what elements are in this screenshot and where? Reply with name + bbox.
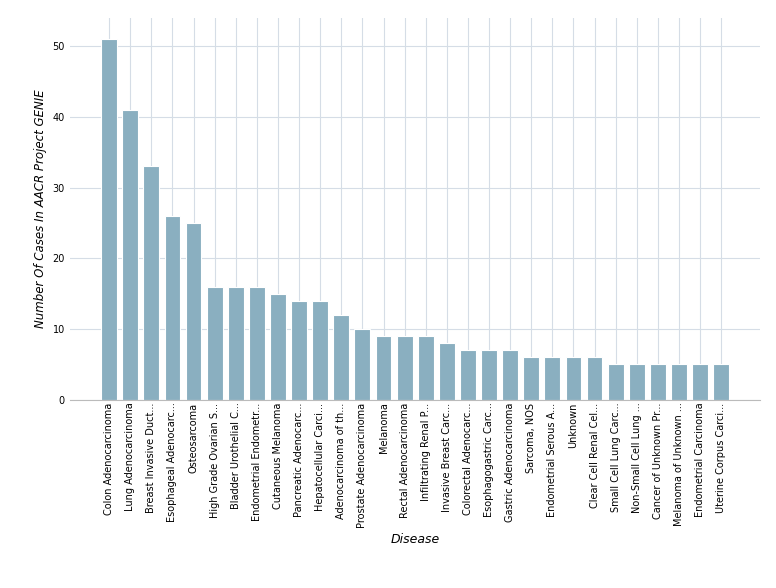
Bar xyxy=(566,358,581,400)
Bar xyxy=(291,300,307,400)
X-axis label: Disease: Disease xyxy=(390,533,440,546)
Bar xyxy=(228,286,244,400)
Bar xyxy=(713,365,729,400)
Bar xyxy=(671,365,687,400)
Bar xyxy=(249,286,265,400)
Bar xyxy=(144,166,159,400)
Bar xyxy=(397,336,413,400)
Bar xyxy=(334,315,349,400)
Bar xyxy=(312,300,328,400)
Y-axis label: Number Of Cases In AACR Project GENIE: Number Of Cases In AACR Project GENIE xyxy=(34,89,47,328)
Bar xyxy=(650,365,666,400)
Bar xyxy=(481,350,497,400)
Bar xyxy=(270,293,286,400)
Bar xyxy=(185,223,202,400)
Bar xyxy=(523,358,539,400)
Bar xyxy=(355,329,370,400)
Bar xyxy=(206,286,223,400)
Bar xyxy=(376,336,391,400)
Bar xyxy=(587,358,602,400)
Bar xyxy=(460,350,476,400)
Bar xyxy=(439,343,455,400)
Bar xyxy=(123,109,138,400)
Bar xyxy=(629,365,645,400)
Bar xyxy=(545,358,560,400)
Bar xyxy=(692,365,708,400)
Bar xyxy=(165,216,180,400)
Bar xyxy=(608,365,624,400)
Bar xyxy=(502,350,518,400)
Bar xyxy=(101,39,117,400)
Bar xyxy=(417,336,434,400)
